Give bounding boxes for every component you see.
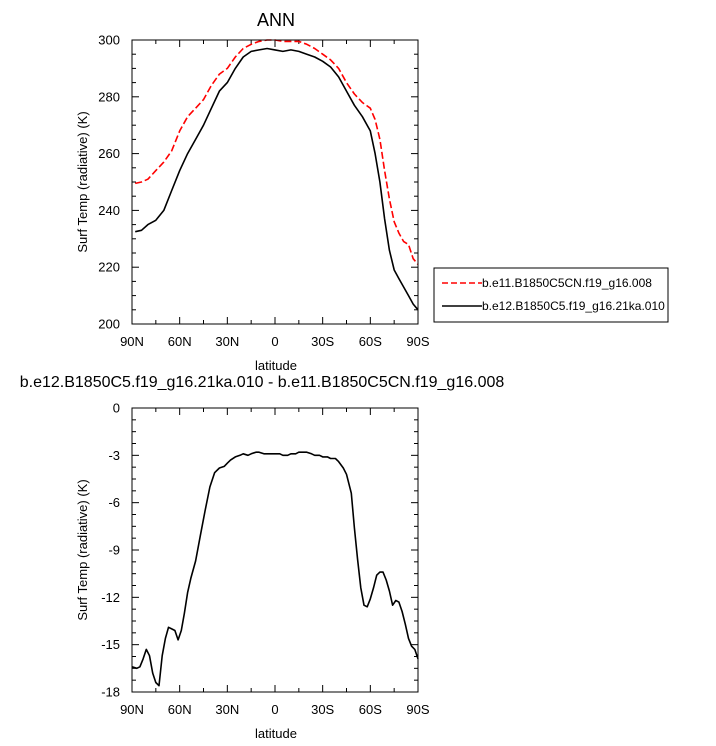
chart0-legend: b.e11.B1850C5CN.f19_g16.008 b.e12.B1850C… <box>433 267 669 323</box>
series-line-2 <box>135 47 419 311</box>
x-tick-label: 60S <box>359 702 382 717</box>
y-tick-label: 220 <box>98 260 120 275</box>
x-tick-label: 90S <box>406 334 429 349</box>
y-tick-label: 0 <box>113 401 120 416</box>
chart1-title: b.e12.B1850C5.f19_g16.21ka.010 - b.e11.B… <box>20 374 505 391</box>
chart0-frame <box>131 39 419 325</box>
legend-label-series-1: b.e11.B1850C5CN.f19_g16.008 <box>482 276 652 290</box>
x-tick-label: 30N <box>215 334 239 349</box>
chart1-frame <box>131 407 419 693</box>
series-line-1 <box>135 39 419 265</box>
chart1-plot-area: 90N 60N 30N 0 30S 60S 90S 0 -3 -6 -9 -12 -15 -18 <box>101 401 430 718</box>
series-line-1 <box>131 451 419 687</box>
x-tick-label: 60N <box>168 334 192 349</box>
y-tick-label: 300 <box>98 33 120 48</box>
chart1-x-axis-label: latitude <box>255 726 297 741</box>
y-tick-label: -12 <box>101 590 120 605</box>
y-tick-label: 240 <box>98 203 120 218</box>
chart0-x-axis-label: latitude <box>255 358 297 373</box>
chart0-title: ANN <box>257 10 295 30</box>
x-tick-label: 90N <box>120 334 144 349</box>
x-tick-label: 30N <box>215 702 239 717</box>
x-tick-label: 90N <box>120 702 144 717</box>
y-tick-label: -3 <box>108 448 120 463</box>
chart-annual-temperature: ANN 90N 60N 30N 0 30S 60S 90S 200 220 240 260 280 30… <box>75 10 669 373</box>
y-tick-label: -9 <box>108 543 120 558</box>
chart-temperature-difference: b.e12.B1850C5.f19_g16.21ka.010 - b.e11.B… <box>20 374 505 741</box>
y-tick-label: -15 <box>101 637 120 652</box>
chart0-plot-area: 90N 60N 30N 0 30S 60S 90S 200 220 240 260 280 300 <box>98 33 430 350</box>
x-tick-label: 60S <box>359 334 382 349</box>
y-tick-label: 280 <box>98 89 120 104</box>
y-tick-label: -18 <box>101 685 120 700</box>
legend-label-series-2: b.e12.B1850C5.f19_g16.21ka.010 <box>482 299 665 313</box>
y-tick-label: 200 <box>98 317 120 332</box>
x-tick-label: 60N <box>168 702 192 717</box>
x-tick-label: 30S <box>311 334 334 349</box>
legend-box <box>433 267 669 323</box>
chart0-y-axis-label: Surf Temp (radiative) (K) <box>75 111 90 252</box>
y-tick-label: -6 <box>108 495 120 510</box>
y-tick-label: 260 <box>98 146 120 161</box>
x-tick-label: 30S <box>311 702 334 717</box>
x-tick-label: 0 <box>271 702 278 717</box>
x-tick-label: 90S <box>406 702 429 717</box>
x-tick-label: 0 <box>271 334 278 349</box>
chart1-y-axis-label: Surf Temp (radiative) (K) <box>75 479 90 620</box>
